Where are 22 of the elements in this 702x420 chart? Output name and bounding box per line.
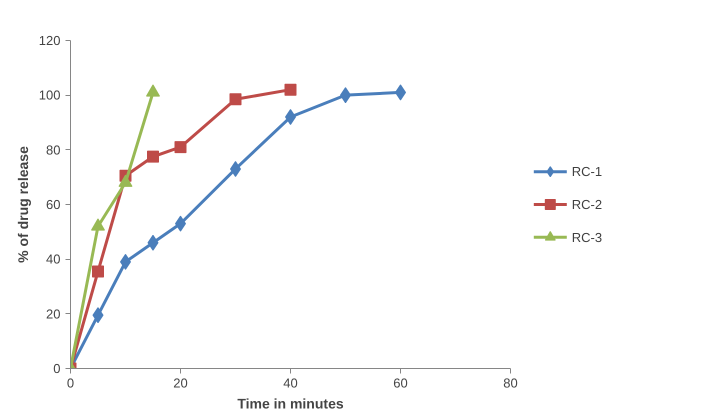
y-tick-label: 60 <box>46 197 61 212</box>
point <box>92 265 104 278</box>
x-tick-label: 60 <box>393 376 408 390</box>
x-axis-title: Time in minutes <box>237 396 344 412</box>
x-tick-label: 40 <box>283 376 298 390</box>
y-tick-label: 40 <box>46 252 61 267</box>
y-tick-label: 0 <box>53 361 61 376</box>
x-tick-label: 80 <box>503 376 518 390</box>
y-tick-label: 120 <box>38 33 61 48</box>
y-axis-title: % of drug release <box>14 146 31 263</box>
point <box>284 84 296 96</box>
point <box>147 150 159 163</box>
point <box>230 93 242 106</box>
x-tick-label: 20 <box>173 376 188 390</box>
legend-label: RC-2 <box>572 197 602 212</box>
legend-label: RC-1 <box>572 164 602 180</box>
x-tick-label: 0 <box>66 376 74 390</box>
y-tick-label: 20 <box>46 306 61 322</box>
y-tick-label: 80 <box>46 142 61 158</box>
y-tick-label: 100 <box>38 88 61 103</box>
point <box>174 141 186 154</box>
legend-label: RC-3 <box>572 230 602 245</box>
